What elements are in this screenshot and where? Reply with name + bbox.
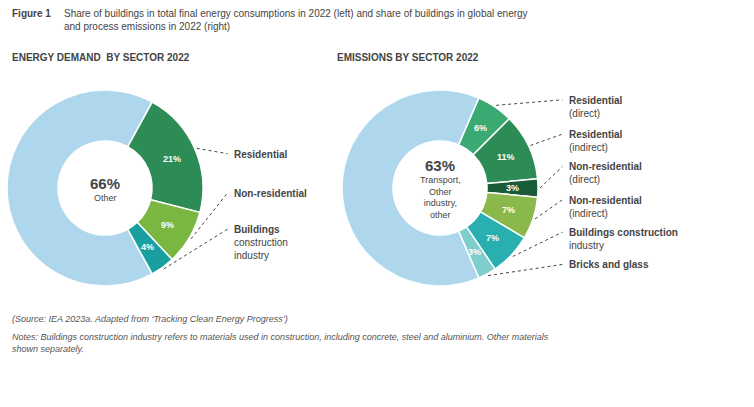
svg-text:Bricks and glass: Bricks and glass xyxy=(569,259,649,270)
svg-text:Buildingsconstructionindustry: Buildingsconstructionindustry xyxy=(234,224,288,261)
svg-text:Transport,Otherindustry,other: Transport,Otherindustry,other xyxy=(420,175,461,220)
svg-text:Non-residential(indirect): Non-residential(indirect) xyxy=(569,195,642,219)
svg-text:3%: 3% xyxy=(468,247,481,257)
svg-text:Residential(direct): Residential(direct) xyxy=(569,95,623,119)
svg-text:Share of buildings in total fi: Share of buildings in total final energy… xyxy=(64,8,528,32)
svg-text:Notes: Buildings construction: Notes: Buildings construction industry r… xyxy=(12,332,549,354)
svg-text:63%: 63% xyxy=(425,157,455,174)
svg-text:66%: 66% xyxy=(90,175,120,192)
svg-text:7%: 7% xyxy=(502,205,515,215)
svg-text:Non-residential: Non-residential xyxy=(234,188,307,199)
svg-text:4%: 4% xyxy=(141,242,154,252)
svg-text:Other: Other xyxy=(94,193,117,203)
svg-text:6%: 6% xyxy=(474,123,487,133)
svg-text:Non-residential(direct): Non-residential(direct) xyxy=(569,161,642,185)
svg-text:Figure 1: Figure 1 xyxy=(12,8,51,19)
svg-text:(Source: IEA 2023a. Adapted fr: (Source: IEA 2023a. Adapted from ‘Tracki… xyxy=(12,314,288,324)
svg-text:Residential: Residential xyxy=(234,149,288,160)
svg-text:7%: 7% xyxy=(486,233,499,243)
svg-text:3%: 3% xyxy=(506,183,519,193)
svg-text:9%: 9% xyxy=(161,220,174,230)
svg-text:EMISSIONS BY SECTOR 2022: EMISSIONS BY SECTOR 2022 xyxy=(337,52,479,63)
svg-text:11%: 11% xyxy=(497,152,515,162)
svg-text:21%: 21% xyxy=(163,154,181,164)
svg-text:ENERGY DEMAND BY SECTOR 2022: ENERGY DEMAND BY SECTOR 2022 xyxy=(12,52,190,63)
svg-text:Buildings constructionindustry: Buildings constructionindustry xyxy=(569,227,678,251)
svg-text:Residential(indirect): Residential(indirect) xyxy=(569,129,623,153)
